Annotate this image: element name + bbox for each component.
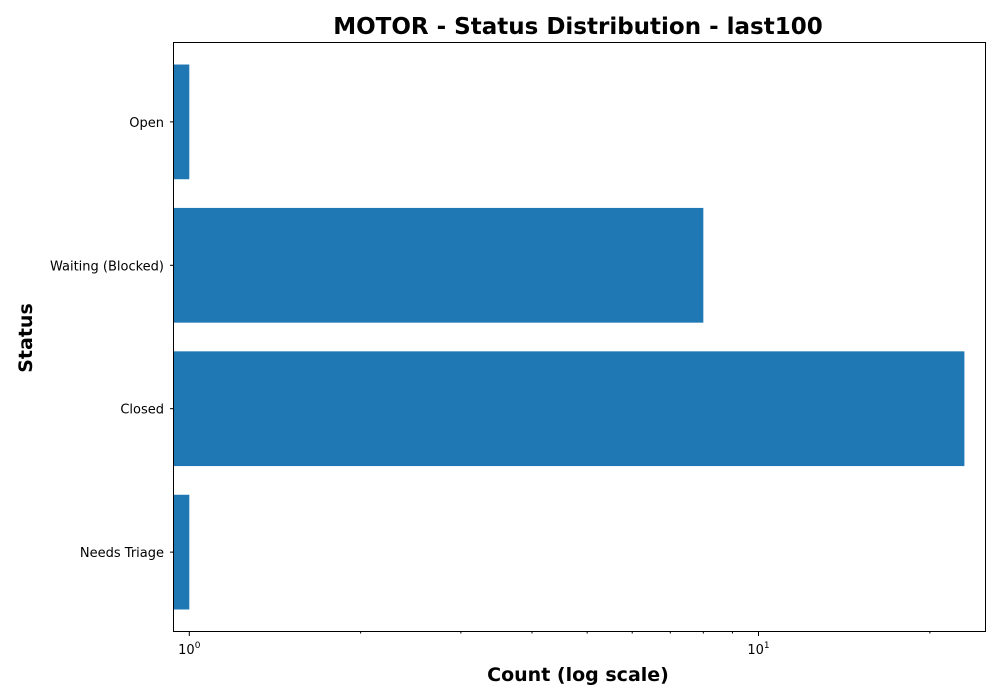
y-tick-label: Needs Triage: [80, 546, 164, 561]
x-tick-label: 101: [747, 641, 769, 658]
bar-open: [174, 64, 190, 180]
x-tick-label: 100: [178, 641, 201, 658]
bar-waiting-blocked: [174, 207, 704, 323]
y-tick-label: Closed: [120, 403, 164, 418]
y-tick-label: Open: [129, 116, 164, 131]
y-ticks-group: Open Waiting (Blocked) Closed Needs Triage: [50, 116, 174, 561]
y-tick-label: Waiting (Blocked): [50, 259, 164, 274]
plot-frame: [173, 42, 986, 632]
y-axis-label: Status: [15, 303, 37, 373]
chart-title: MOTOR - Status Distribution - last100: [333, 14, 823, 40]
bar-closed: [174, 351, 965, 467]
bars-group: [174, 64, 965, 610]
x-ticks-group: 100 101: [178, 631, 770, 658]
bar-needs-triage: [174, 494, 190, 610]
x-axis-label: Count (log scale): [487, 664, 669, 686]
